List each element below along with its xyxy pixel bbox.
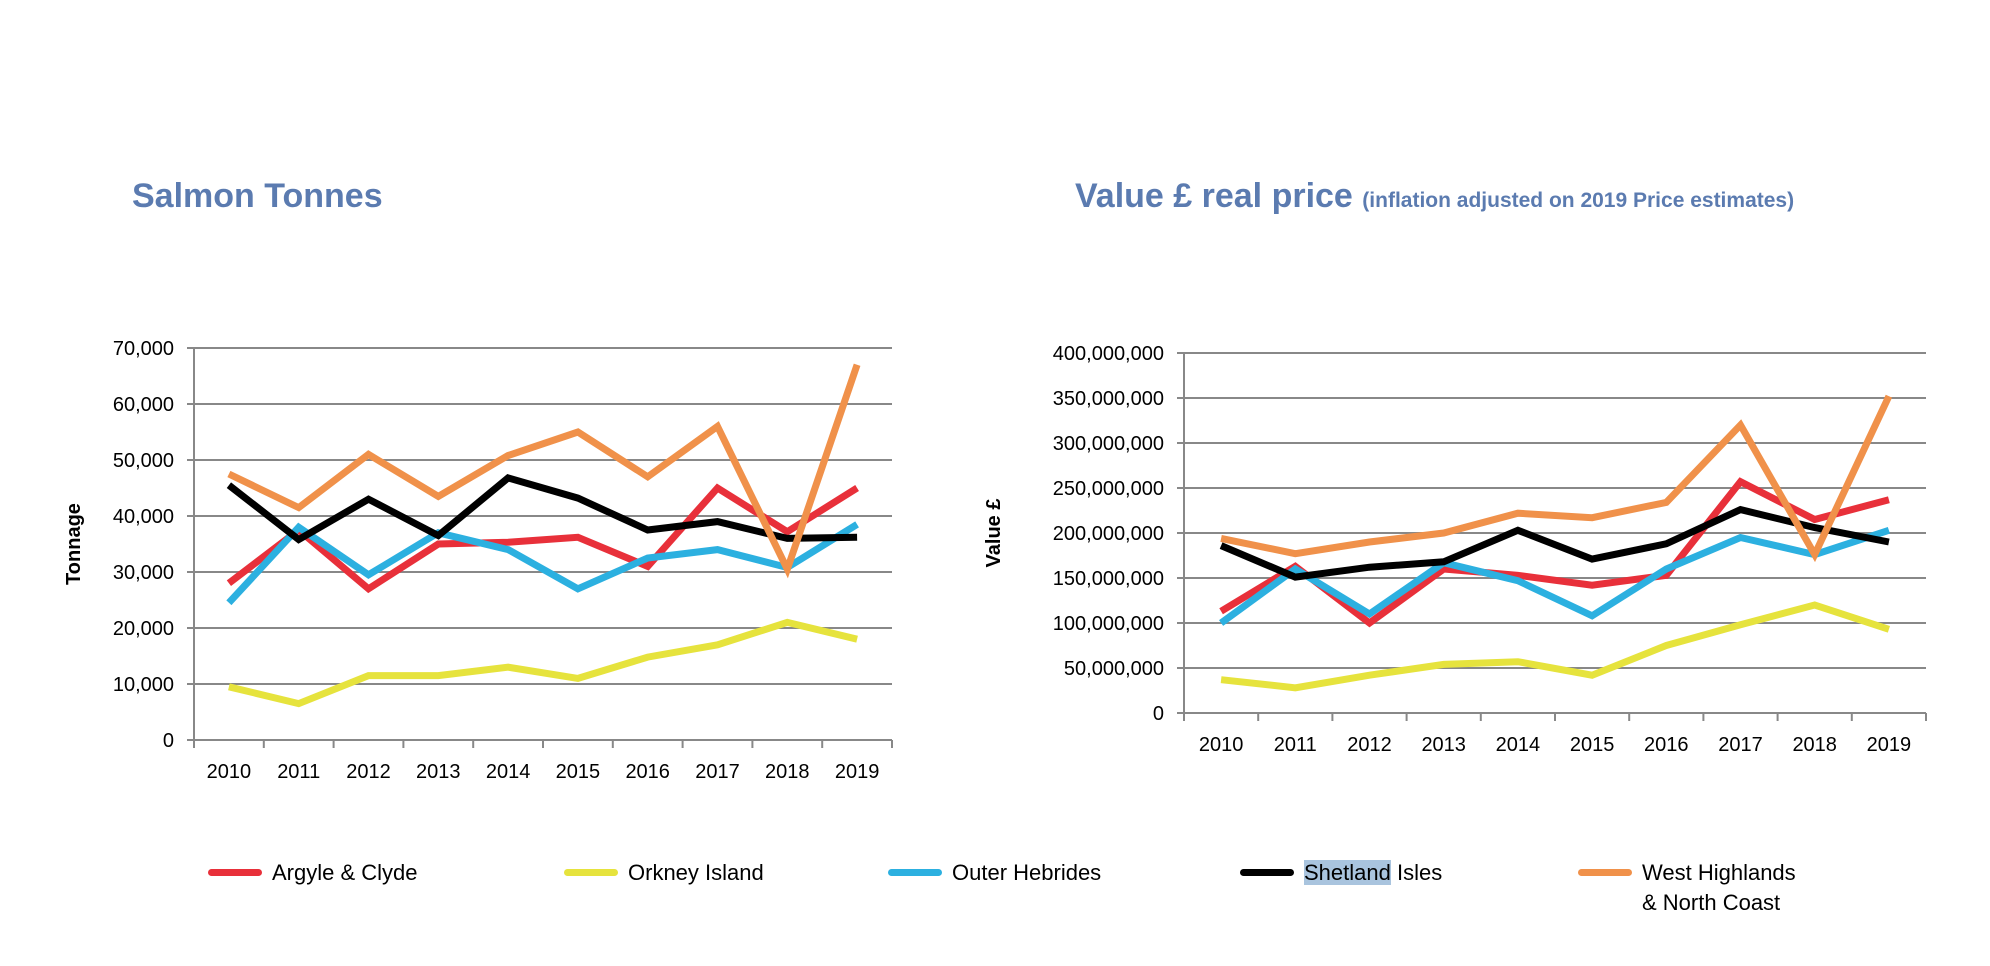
legend-swatch (888, 869, 942, 876)
legend-label-rest: Isles (1390, 860, 1443, 885)
y-tick-label: 0 (163, 730, 174, 752)
right-chart-title-sub: (inflation adjusted on 2019 Price estima… (1362, 189, 1795, 212)
legend-swatch (1240, 869, 1294, 876)
legend-label: West Highlands & North Coast (1642, 858, 1796, 918)
y-tick-label: 150,000,000 (1053, 568, 1164, 590)
x-tick-label: 2018 (765, 761, 810, 783)
y-tick-label: 30,000 (113, 562, 174, 584)
y-axis-label: Value £ (983, 499, 1005, 568)
y-tick-label: 100,000,000 (1053, 613, 1164, 635)
x-tick-label: 2011 (277, 761, 320, 783)
y-tick-label: 400,000,000 (1053, 343, 1164, 365)
series-line-west-highlands-north-coast (227, 363, 861, 579)
x-tick-label: 2010 (207, 761, 252, 783)
x-tick-label: 2019 (835, 761, 880, 783)
series-line-outer-hebrides (1219, 526, 1890, 626)
x-tick-label: 2011 (1274, 734, 1317, 756)
legend-item-orkney-island: Orkney Island (564, 858, 764, 888)
y-tick-label: 50,000 (113, 450, 174, 472)
legend-label: Shetland Isles (1304, 858, 1442, 888)
series-line-west-highlands-north-coast (1220, 394, 1893, 563)
legend-label: Argyle & Clyde (272, 860, 418, 885)
x-tick-label: 2014 (486, 761, 531, 783)
left-chart-title: Salmon Tonnes (132, 177, 383, 215)
legend-item-argyle-clyde: Argyle & Clyde (208, 858, 418, 888)
y-tick-label: 60,000 (113, 394, 174, 416)
legend-swatch (564, 869, 618, 876)
y-tick-label: 250,000,000 (1053, 478, 1164, 500)
x-tick-label: 2015 (556, 761, 601, 783)
series-line-orkney-island (1220, 601, 1890, 692)
y-tick-label: 300,000,000 (1053, 433, 1164, 455)
y-axis-label: Tonnage (63, 503, 85, 585)
series-line-outer-hebrides (226, 521, 859, 606)
x-tick-label: 2012 (346, 761, 391, 783)
legend: Argyle & Clyde Orkney Island Outer Hebri… (0, 858, 1990, 938)
value-chart: 0 50,000,000 100,000,000 150,000,000 200,000… (983, 343, 1927, 756)
legend-item-shetland-isles: Shetland Isles (1240, 858, 1442, 888)
x-tick-label: 2017 (1718, 734, 1763, 756)
legend-swatch (1578, 869, 1632, 876)
x-tick-label: 2015 (1570, 734, 1615, 756)
legend-label-line1: West Highlands (1642, 860, 1796, 885)
y-tick-label: 70,000 (113, 338, 174, 360)
y-tick-label: 0 (1153, 703, 1164, 725)
y-tick-label: 50,000,000 (1064, 658, 1164, 680)
series-line-shetland-isles (226, 474, 858, 544)
x-tick-label: 2010 (1199, 734, 1244, 756)
x-tick-label: 2017 (695, 761, 740, 783)
legend-label-line2: & North Coast (1642, 890, 1781, 915)
x-tick-label: 2014 (1496, 734, 1541, 756)
y-tick-label: 40,000 (113, 506, 174, 528)
tonnage-chart: 0 10,000 20,000 30,000 40,000 50,000 60,000 70,… (63, 338, 893, 783)
legend-label-highlight: Shetland (1304, 860, 1391, 885)
right-chart-title-main: Value £ real price (1075, 177, 1353, 215)
x-tick-label: 2018 (1792, 734, 1837, 756)
x-tick-label: 2019 (1867, 734, 1912, 756)
right-chart-title: Value £ real price (inflation adjusted o… (1075, 177, 1794, 216)
x-tick-label: 2013 (1421, 734, 1466, 756)
legend-label: Outer Hebrides (952, 860, 1102, 885)
y-tick-label: 10,000 (113, 674, 174, 696)
legend-item-outer-hebrides: Outer Hebrides (888, 858, 1101, 888)
x-tick-label: 2016 (1644, 734, 1689, 756)
y-tick-label: 20,000 (113, 618, 174, 640)
x-tick-label: 2012 (1347, 734, 1392, 756)
series-line-shetland-isles (1219, 505, 1890, 581)
x-tick-label: 2016 (625, 761, 670, 783)
x-tick-label: 2013 (416, 761, 461, 783)
y-tick-label: 350,000,000 (1053, 388, 1164, 410)
series-line-orkney-island (228, 618, 858, 708)
legend-item-west-highlands: West Highlands & North Coast (1578, 858, 1796, 918)
y-tick-label: 200,000,000 (1053, 523, 1164, 545)
series-line-argyle-clyde (226, 483, 859, 594)
legend-swatch (208, 869, 262, 876)
legend-label: Orkney Island (628, 860, 764, 885)
